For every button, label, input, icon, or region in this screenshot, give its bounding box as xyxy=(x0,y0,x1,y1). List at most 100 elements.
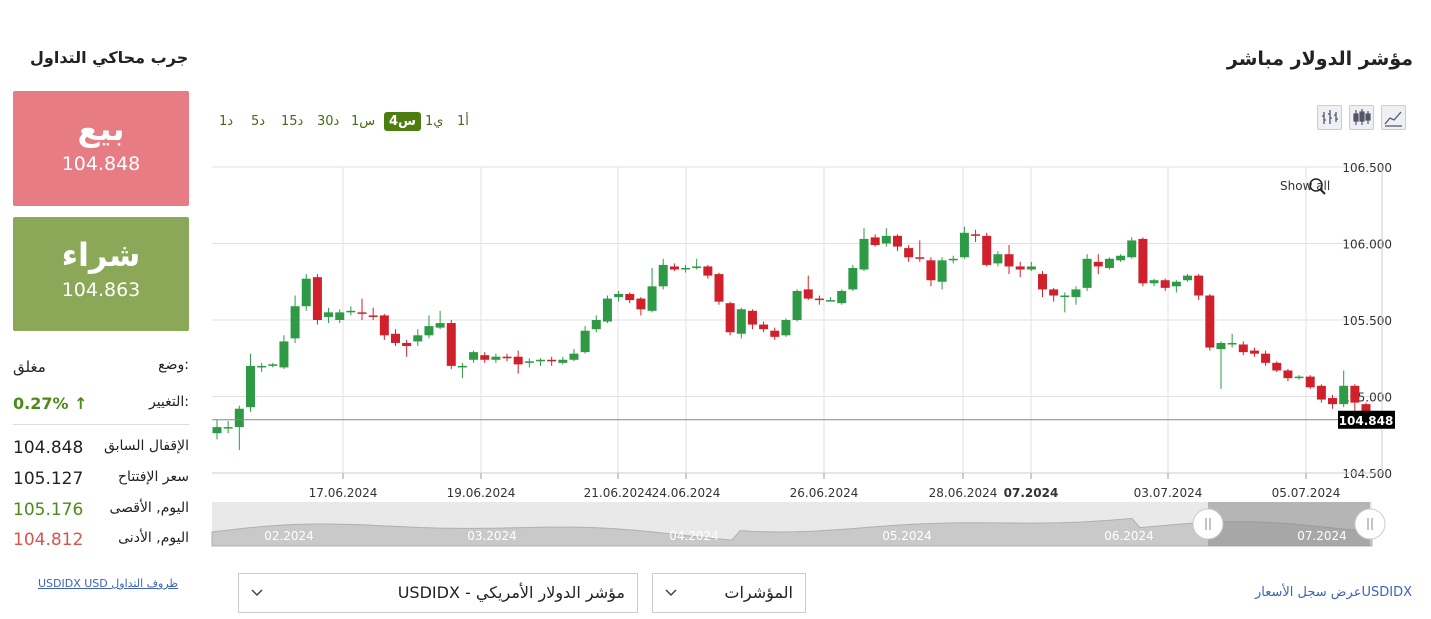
y-tick-label: 106.500 xyxy=(1342,161,1392,175)
trading-conditions-link[interactable]: USDIDX USD ظروف التداول xyxy=(38,577,179,590)
candle xyxy=(681,267,691,270)
candle xyxy=(692,266,702,268)
current-price-label: 104.848 xyxy=(1339,414,1394,428)
price-chart[interactable]: 106.500 106.000 105.500 105.000 104.500 17.06… xyxy=(0,150,1431,560)
candle xyxy=(915,257,925,259)
candle xyxy=(390,333,400,343)
candle xyxy=(736,309,746,334)
candle xyxy=(870,237,880,246)
candle xyxy=(1216,342,1226,350)
candle xyxy=(1071,289,1081,298)
candle xyxy=(781,320,791,336)
price-history-link[interactable]: عرض سجل الأسعارUSDIDX xyxy=(1254,585,1412,600)
navigator-handle-right[interactable] xyxy=(1354,508,1386,540)
timeframe-7[interactable]: 1د xyxy=(219,114,234,129)
candle xyxy=(826,300,836,302)
candle xyxy=(346,310,356,313)
candle xyxy=(290,306,300,339)
navigator-label: 06.2024 xyxy=(1104,529,1154,543)
candle xyxy=(703,266,713,276)
candle xyxy=(480,355,490,360)
timeframe-6[interactable]: 5د xyxy=(251,114,266,129)
y-tick-label: 105.500 xyxy=(1342,314,1392,328)
candle xyxy=(1205,295,1215,348)
open-value: 105.127 xyxy=(13,469,84,489)
candle xyxy=(524,361,534,363)
x-tick-label: 26.06.2024 xyxy=(790,486,859,500)
prev-close-row: الإقفال السابق 104.848 xyxy=(13,438,189,458)
candle xyxy=(971,234,981,236)
timeframe-4[interactable]: 30د xyxy=(317,114,340,129)
x-tick-label: 19.06.2024 xyxy=(447,486,516,500)
timeframe-3[interactable]: 1س xyxy=(351,114,376,129)
instrument-select[interactable]: USDIDX - مؤشر الدولار الأمريكي xyxy=(238,573,638,613)
candle xyxy=(1227,342,1237,345)
buy-button[interactable]: شراء 104.863 xyxy=(13,217,189,331)
status-label: وضع: xyxy=(158,357,189,373)
high-row: اليوم, الأقصى 105.176 xyxy=(13,500,189,520)
candle xyxy=(814,298,824,301)
prev-close-label: الإقفال السابق xyxy=(103,438,189,454)
candle xyxy=(1082,258,1092,288)
candle xyxy=(1249,350,1259,354)
candle xyxy=(1294,376,1304,379)
change-label: التغيير: xyxy=(148,394,189,410)
x-tick-label: 03.07.2024 xyxy=(1134,486,1203,500)
navigator-selection[interactable] xyxy=(1208,502,1370,546)
candle xyxy=(959,232,969,258)
candle xyxy=(413,335,423,342)
candle xyxy=(469,352,479,360)
candle xyxy=(1138,238,1148,284)
candle xyxy=(312,277,322,320)
x-tick-label: 21.06.2024 xyxy=(584,486,653,500)
candle xyxy=(1183,275,1193,281)
candle xyxy=(937,260,947,282)
timeframe-1[interactable]: 1ي xyxy=(425,114,444,129)
navigator-handle-left[interactable] xyxy=(1192,508,1224,540)
zoom-icon[interactable] xyxy=(1309,178,1323,192)
timeframe-0[interactable]: 1أ xyxy=(457,114,469,129)
candle xyxy=(1004,254,1014,267)
candle xyxy=(1015,266,1025,270)
candle xyxy=(647,286,657,311)
candle xyxy=(223,427,233,429)
show-all-button[interactable]: Show all xyxy=(1280,179,1330,193)
candle xyxy=(658,264,668,287)
instrument-select-value: USDIDX - مؤشر الدولار الأمريكي xyxy=(397,583,625,602)
candle-chart-toggle[interactable] xyxy=(1349,105,1374,130)
candle xyxy=(245,365,255,408)
low-row: اليوم, الأدنى 104.812 xyxy=(13,530,189,550)
candle xyxy=(368,315,378,317)
candle xyxy=(881,235,891,244)
candle xyxy=(547,359,557,362)
x-tick-label: 07.2024 xyxy=(1004,486,1059,500)
candle xyxy=(1361,404,1371,412)
candle xyxy=(502,356,512,359)
candle xyxy=(714,274,724,302)
sell-label: بيع xyxy=(77,110,125,148)
x-tick-label: 28.06.2024 xyxy=(929,486,998,500)
candle xyxy=(1127,240,1137,258)
candle xyxy=(625,293,635,301)
navigator-series xyxy=(211,517,1373,547)
candle xyxy=(580,330,590,353)
area-chart-toggle[interactable] xyxy=(1381,105,1406,130)
line-chart-toggle[interactable] xyxy=(1317,105,1342,130)
candle xyxy=(558,359,568,363)
buy-price: 104.863 xyxy=(61,279,141,301)
indicators-select[interactable]: المؤشرات xyxy=(652,573,806,613)
prev-close-value: 104.848 xyxy=(13,438,84,458)
sell-button[interactable]: بيع 104.848 xyxy=(13,91,189,206)
candle xyxy=(446,323,456,366)
timeframe-5[interactable]: 15د xyxy=(281,114,304,129)
candle xyxy=(859,238,869,270)
candle xyxy=(1037,274,1047,290)
candle xyxy=(1149,280,1159,284)
candle xyxy=(424,326,434,336)
timeframe-2[interactable]: 4س xyxy=(384,112,421,131)
candle xyxy=(926,260,936,281)
high-label: اليوم, الأقصى xyxy=(109,500,189,516)
candle xyxy=(1116,255,1126,261)
candle xyxy=(803,289,813,299)
chevron-down-icon xyxy=(251,589,263,597)
